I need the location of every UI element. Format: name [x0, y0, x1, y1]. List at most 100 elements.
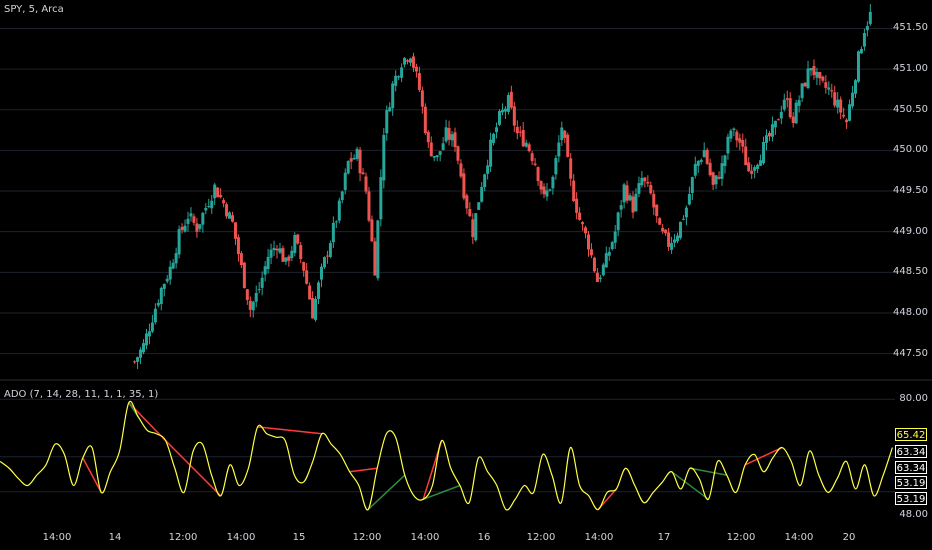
candle-body: [592, 257, 596, 272]
candle-body: [275, 248, 279, 251]
candle-body: [667, 232, 671, 247]
candle-body: [512, 106, 516, 126]
candle-body: [432, 155, 436, 158]
candle-body: [797, 100, 801, 106]
candle-body: [287, 256, 291, 261]
candle-body: [284, 257, 288, 262]
candle-body: [231, 215, 234, 222]
candle-body: [747, 162, 751, 172]
divergence-lines: [82, 402, 783, 511]
candle-body: [856, 51, 860, 82]
candle-body: [308, 285, 312, 300]
candle-body: [587, 234, 590, 250]
candle-body: [480, 186, 484, 202]
candle-body: [773, 120, 777, 128]
candle-body: [406, 60, 410, 62]
candle-body: [548, 189, 552, 191]
candle-body: [364, 176, 368, 192]
candle-body: [382, 134, 386, 181]
candle-body: [322, 257, 326, 268]
candle-body: [812, 66, 816, 76]
candle-body: [868, 11, 872, 24]
candle-body: [589, 249, 593, 256]
candle-body: [563, 130, 567, 138]
candle-body: [569, 158, 573, 179]
price-tick: 448.00: [893, 306, 928, 318]
candle-body: [601, 264, 605, 276]
value-badge: 63.34: [895, 445, 927, 458]
bearish-divergence-line: [165, 440, 222, 497]
candle-body: [824, 82, 828, 88]
candle-body: [337, 200, 341, 221]
symbol-title[interactable]: SPY, 5, Arca: [4, 4, 64, 15]
candle-body: [676, 235, 679, 242]
candle-body: [417, 73, 421, 90]
candle-body: [245, 289, 249, 300]
time-tick: 14: [108, 532, 122, 543]
candle-body: [750, 170, 754, 174]
candle-body: [714, 175, 718, 185]
candle-body: [219, 195, 223, 198]
bullish-divergence-line: [422, 484, 461, 501]
time-tick: 15: [292, 532, 306, 543]
candle-body: [367, 191, 371, 221]
candle-body: [204, 207, 208, 211]
candle-body: [180, 226, 184, 230]
candle-body: [673, 239, 677, 243]
indicator-title[interactable]: ADO (7, 14, 28, 11, 1, 1, 35, 1): [4, 389, 159, 400]
price-tick: 450.00: [893, 144, 928, 156]
candle-body: [441, 143, 445, 150]
candle-body: [833, 92, 837, 106]
candle-body: [628, 195, 632, 201]
candle-body: [411, 56, 415, 68]
candle-body: [631, 196, 635, 213]
candle-body: [302, 262, 306, 271]
candle-body: [551, 176, 555, 189]
candle-body: [394, 75, 398, 86]
candle-body: [325, 255, 329, 257]
candle-body: [533, 163, 537, 165]
candle-body: [242, 262, 246, 288]
candle-body: [788, 98, 792, 118]
candle-body: [560, 127, 564, 141]
candle-body: [222, 200, 226, 204]
candle-body: [136, 357, 140, 362]
time-tick: 12:00: [168, 532, 198, 543]
oscillator-line: [0, 400, 893, 511]
candle-body: [429, 142, 433, 157]
time-tick: 20: [842, 532, 856, 543]
candle-body: [687, 194, 691, 205]
candle-body: [794, 102, 798, 124]
candle-body: [702, 150, 706, 158]
time-tick: 14:00: [784, 532, 814, 543]
candle-body: [705, 149, 709, 164]
candle-body: [622, 184, 626, 203]
candle-body: [664, 229, 668, 234]
candle-body: [500, 109, 504, 113]
bearish-divergence-line: [744, 446, 783, 466]
candle-body: [842, 114, 846, 117]
candle-body: [575, 198, 579, 213]
candle-body: [779, 111, 783, 119]
candle-body: [699, 159, 703, 162]
candle-body: [248, 300, 252, 310]
candle-body: [376, 220, 380, 279]
candle-body: [604, 253, 608, 268]
candle-body: [756, 164, 760, 169]
candle-body: [584, 227, 588, 234]
candle-body: [625, 185, 629, 201]
candle-body: [174, 253, 178, 264]
candle-body: [845, 119, 849, 123]
candle-body: [293, 234, 297, 253]
candle-body: [854, 80, 857, 94]
candlestick-series: [133, 4, 872, 369]
indicator-tick: 48.00: [899, 508, 928, 520]
candle-body: [388, 107, 392, 112]
candle-body: [414, 66, 418, 72]
candle-body: [361, 172, 365, 175]
candle-body: [681, 218, 685, 220]
price-tick: 447.50: [893, 347, 928, 359]
candle-body: [257, 289, 261, 291]
candle-body: [266, 256, 270, 270]
candle-body: [815, 71, 819, 78]
